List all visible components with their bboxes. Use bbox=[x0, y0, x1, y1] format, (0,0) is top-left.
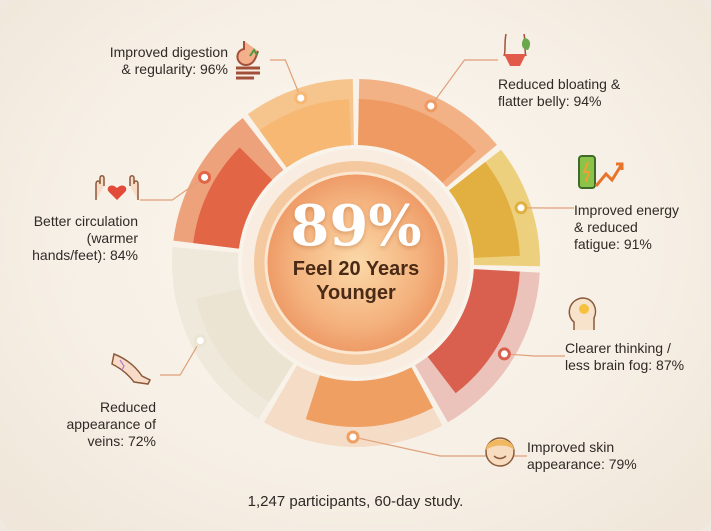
label-line: Clearer thinking / bbox=[565, 340, 671, 356]
segment-marker-dot bbox=[346, 430, 360, 444]
label-bloating: Reduced bloating & flatter belly: 94% bbox=[498, 76, 620, 110]
label-skin: Improved skin appearance: 79% bbox=[527, 439, 637, 473]
segment-marker-dot bbox=[198, 170, 212, 184]
label-line: Improved digestion bbox=[109, 44, 228, 60]
segment-marker-dot bbox=[193, 334, 207, 348]
leader-line bbox=[504, 353, 565, 357]
center-value: 89% bbox=[290, 193, 422, 259]
label-line: fatigue: 91% bbox=[574, 236, 652, 252]
leader-line bbox=[430, 59, 498, 107]
segment-marker-dot bbox=[294, 91, 308, 105]
label-line: Better circulation bbox=[33, 213, 138, 229]
leader-line bbox=[160, 340, 201, 376]
label-circulation: Better circulation (warmer hands/feet): … bbox=[10, 213, 138, 264]
smiling-face-icon bbox=[485, 437, 515, 467]
label-line: appearance: 79% bbox=[527, 456, 637, 472]
segment-value-bar bbox=[193, 147, 273, 249]
label-brain-fog: Clearer thinking / less brain fog: 87% bbox=[565, 340, 684, 374]
segment-value-bar bbox=[448, 162, 520, 258]
label-line: veins: 72% bbox=[87, 433, 156, 449]
center-circle bbox=[264, 171, 448, 355]
segment-marker-dot bbox=[424, 99, 438, 113]
segment-marker-dot bbox=[514, 201, 528, 215]
label-line: Reduced bloating & bbox=[498, 76, 621, 92]
leader-line bbox=[270, 59, 302, 99]
battery-arrow-icon bbox=[578, 155, 624, 189]
stomach-icon bbox=[236, 41, 260, 80]
belly-icon bbox=[503, 33, 531, 66]
center-stat: 89% Feel 20 Years Younger bbox=[256, 195, 456, 305]
label-line: appearance of bbox=[66, 416, 156, 432]
label-energy: Improved energy & reduced fatigue: 91% bbox=[574, 202, 679, 253]
leader-line bbox=[140, 176, 205, 201]
segment-marker-dot bbox=[497, 347, 511, 361]
hands-heart-icon bbox=[95, 175, 139, 200]
label-line: Reduced bbox=[99, 399, 156, 415]
label-line: less brain fog: 87% bbox=[565, 357, 685, 373]
label-digestion: Improved digestion & regularity: 96% bbox=[60, 44, 228, 78]
label-line: & reduced bbox=[574, 219, 638, 235]
segment-value-bar bbox=[305, 367, 433, 427]
label-line: & regularity: 96% bbox=[121, 61, 228, 77]
head-lightbulb-icon bbox=[568, 297, 597, 330]
center-label: Feel 20 Years Younger bbox=[292, 258, 420, 304]
leg-icon bbox=[111, 352, 152, 385]
segment-value-bar bbox=[259, 99, 352, 168]
segment-value-bar bbox=[358, 99, 477, 183]
label-line: hands/feet): 84% bbox=[32, 247, 138, 263]
label-line: Improved energy bbox=[574, 202, 680, 218]
label-line: (warmer bbox=[86, 230, 138, 246]
label-veins: Reduced appearance of veins: 72% bbox=[20, 399, 156, 450]
label-line: flatter belly: 94% bbox=[498, 93, 602, 109]
segment-value-bar bbox=[427, 269, 520, 394]
label-line: Improved skin bbox=[527, 439, 615, 455]
footnote: 1,247 participants, 60-day study. bbox=[247, 493, 464, 510]
segment-value-bar bbox=[195, 288, 294, 403]
